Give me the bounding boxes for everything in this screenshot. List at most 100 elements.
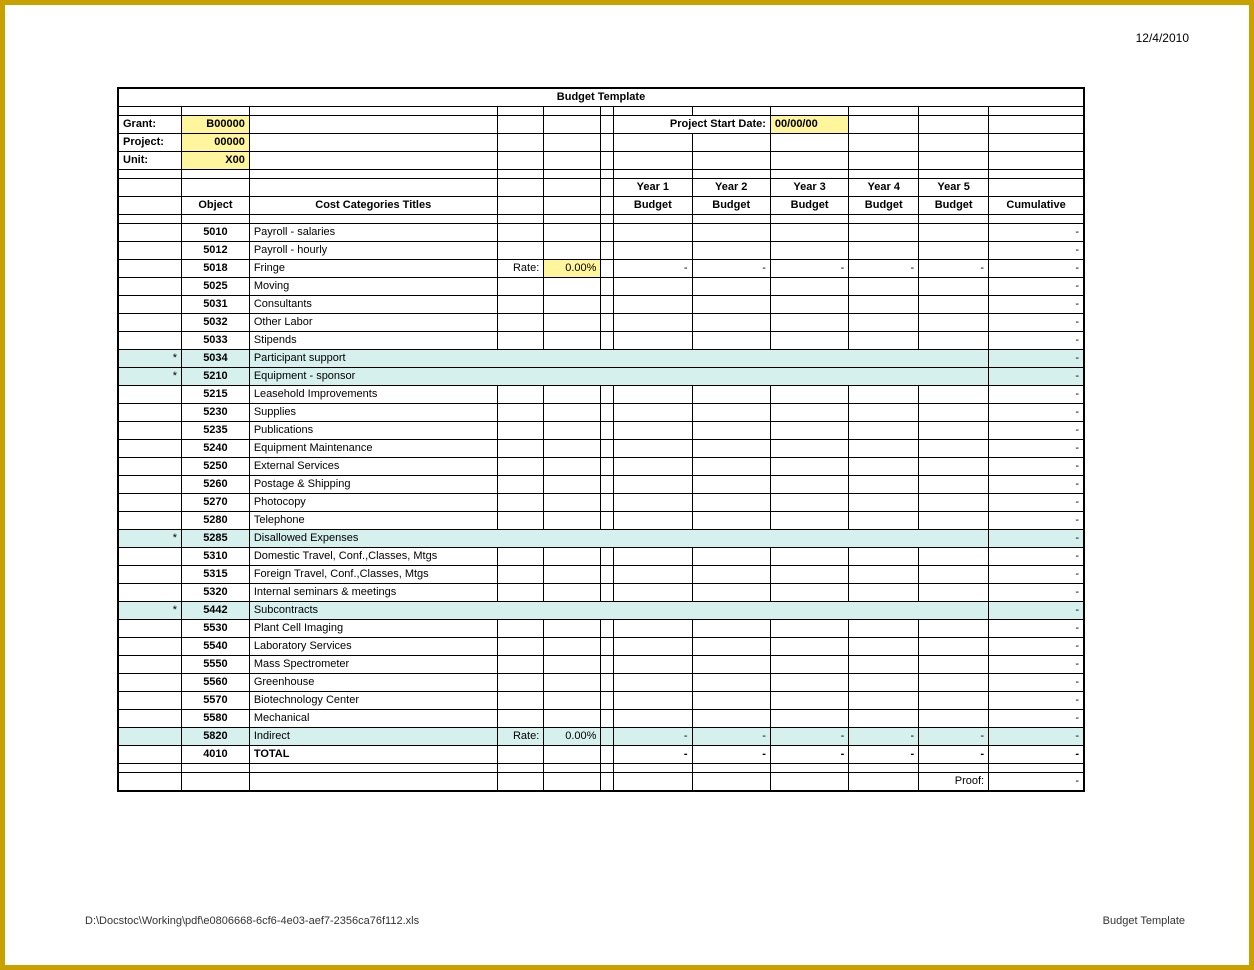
row-year1 xyxy=(614,656,692,674)
row-cumulative: - xyxy=(989,386,1084,404)
row-rate-label xyxy=(497,674,544,692)
row-year2 xyxy=(692,386,770,404)
row-year2 xyxy=(692,476,770,494)
row-gap xyxy=(601,332,614,350)
row-title: Fringe xyxy=(249,260,497,278)
row-gap xyxy=(601,692,614,710)
row-marker: * xyxy=(118,350,182,368)
unit-value: X00 xyxy=(182,152,250,170)
table-row: 5540Laboratory Services- xyxy=(118,638,1084,656)
row-year1 xyxy=(614,296,692,314)
col-cumulative: Cumulative xyxy=(989,197,1084,215)
page-frame: 12/4/2010 Budget Template Grant: B00000 … xyxy=(0,0,1254,970)
row-year5 xyxy=(919,638,989,656)
row-year3 xyxy=(770,314,848,332)
row-year4: - xyxy=(849,746,919,764)
row-rate-value xyxy=(544,548,601,566)
row-rate-label xyxy=(497,584,544,602)
table-row: 5031Consultants- xyxy=(118,296,1084,314)
row-rate-value xyxy=(544,314,601,332)
row-object: 5210 xyxy=(182,368,250,386)
grant-row: Grant: B00000 Project Start Date: 00/00/… xyxy=(118,116,1084,134)
row-cumulative: - xyxy=(989,350,1084,368)
row-year1 xyxy=(614,512,692,530)
row-year4 xyxy=(849,584,919,602)
row-marker xyxy=(118,728,182,746)
row-cumulative: - xyxy=(989,746,1084,764)
row-cumulative: - xyxy=(989,512,1084,530)
row-gap xyxy=(601,404,614,422)
table-row: 5315Foreign Travel, Conf.,Classes, Mtgs- xyxy=(118,566,1084,584)
row-marker xyxy=(118,386,182,404)
row-year2 xyxy=(692,656,770,674)
row-object: 5034 xyxy=(182,350,250,368)
row-year1 xyxy=(614,278,692,296)
row-marker xyxy=(118,224,182,242)
row-year4 xyxy=(849,404,919,422)
row-cumulative: - xyxy=(989,458,1084,476)
row-rate-value xyxy=(544,386,601,404)
table-row: 5270Photocopy- xyxy=(118,494,1084,512)
row-year2 xyxy=(692,422,770,440)
row-year2: - xyxy=(692,746,770,764)
row-year5 xyxy=(919,332,989,350)
row-marker xyxy=(118,656,182,674)
row-year2: - xyxy=(692,728,770,746)
row-marker xyxy=(118,476,182,494)
row-year3 xyxy=(770,458,848,476)
row-year5 xyxy=(919,494,989,512)
row-object: 5018 xyxy=(182,260,250,278)
spacer-row xyxy=(118,107,1084,116)
row-rate-label xyxy=(497,440,544,458)
table-row: 5570Biotechnology Center- xyxy=(118,692,1084,710)
row-year2 xyxy=(692,710,770,728)
row-gap xyxy=(601,224,614,242)
project-row: Project: 00000 xyxy=(118,134,1084,152)
row-year3 xyxy=(770,710,848,728)
title-row: Budget Template xyxy=(118,88,1084,107)
row-year4 xyxy=(849,566,919,584)
table-row: 5530Plant Cell Imaging- xyxy=(118,620,1084,638)
row-title: Participant support xyxy=(249,350,988,368)
row-rate-value xyxy=(544,674,601,692)
row-rate-label: Rate: xyxy=(497,728,544,746)
row-year2 xyxy=(692,296,770,314)
row-year5 xyxy=(919,566,989,584)
row-object: 5215 xyxy=(182,386,250,404)
col-year4: Year 4 xyxy=(849,179,919,197)
row-year1 xyxy=(614,458,692,476)
row-rate-value xyxy=(544,566,601,584)
row-title: Indirect xyxy=(249,728,497,746)
row-object: 5025 xyxy=(182,278,250,296)
row-year4 xyxy=(849,224,919,242)
row-year2 xyxy=(692,494,770,512)
table-row: 5550Mass Spectrometer- xyxy=(118,656,1084,674)
row-cumulative: - xyxy=(989,260,1084,278)
row-year5 xyxy=(919,296,989,314)
footer-path: D:\Docstoc\Working\pdf\e0806668-6cf6-4e0… xyxy=(85,915,419,927)
spacer-row xyxy=(118,764,1084,773)
row-object: 5285 xyxy=(182,530,250,548)
row-marker xyxy=(118,494,182,512)
row-year4 xyxy=(849,386,919,404)
col-y4-budget: Budget xyxy=(849,197,919,215)
table-row: *5210Equipment - sponsor- xyxy=(118,368,1084,386)
table-row: 5310Domestic Travel, Conf.,Classes, Mtgs… xyxy=(118,548,1084,566)
row-year4 xyxy=(849,476,919,494)
page-date: 12/4/2010 xyxy=(1136,31,1189,45)
table-row: 5025Moving- xyxy=(118,278,1084,296)
row-year5 xyxy=(919,692,989,710)
row-rate-value xyxy=(544,746,601,764)
row-year3 xyxy=(770,512,848,530)
row-year2 xyxy=(692,278,770,296)
row-year3 xyxy=(770,296,848,314)
row-cumulative: - xyxy=(989,278,1084,296)
row-marker xyxy=(118,512,182,530)
row-marker xyxy=(118,638,182,656)
row-rate-label xyxy=(497,386,544,404)
row-year1 xyxy=(614,242,692,260)
row-year1: - xyxy=(614,746,692,764)
row-marker xyxy=(118,278,182,296)
row-marker xyxy=(118,620,182,638)
row-gap xyxy=(601,674,614,692)
